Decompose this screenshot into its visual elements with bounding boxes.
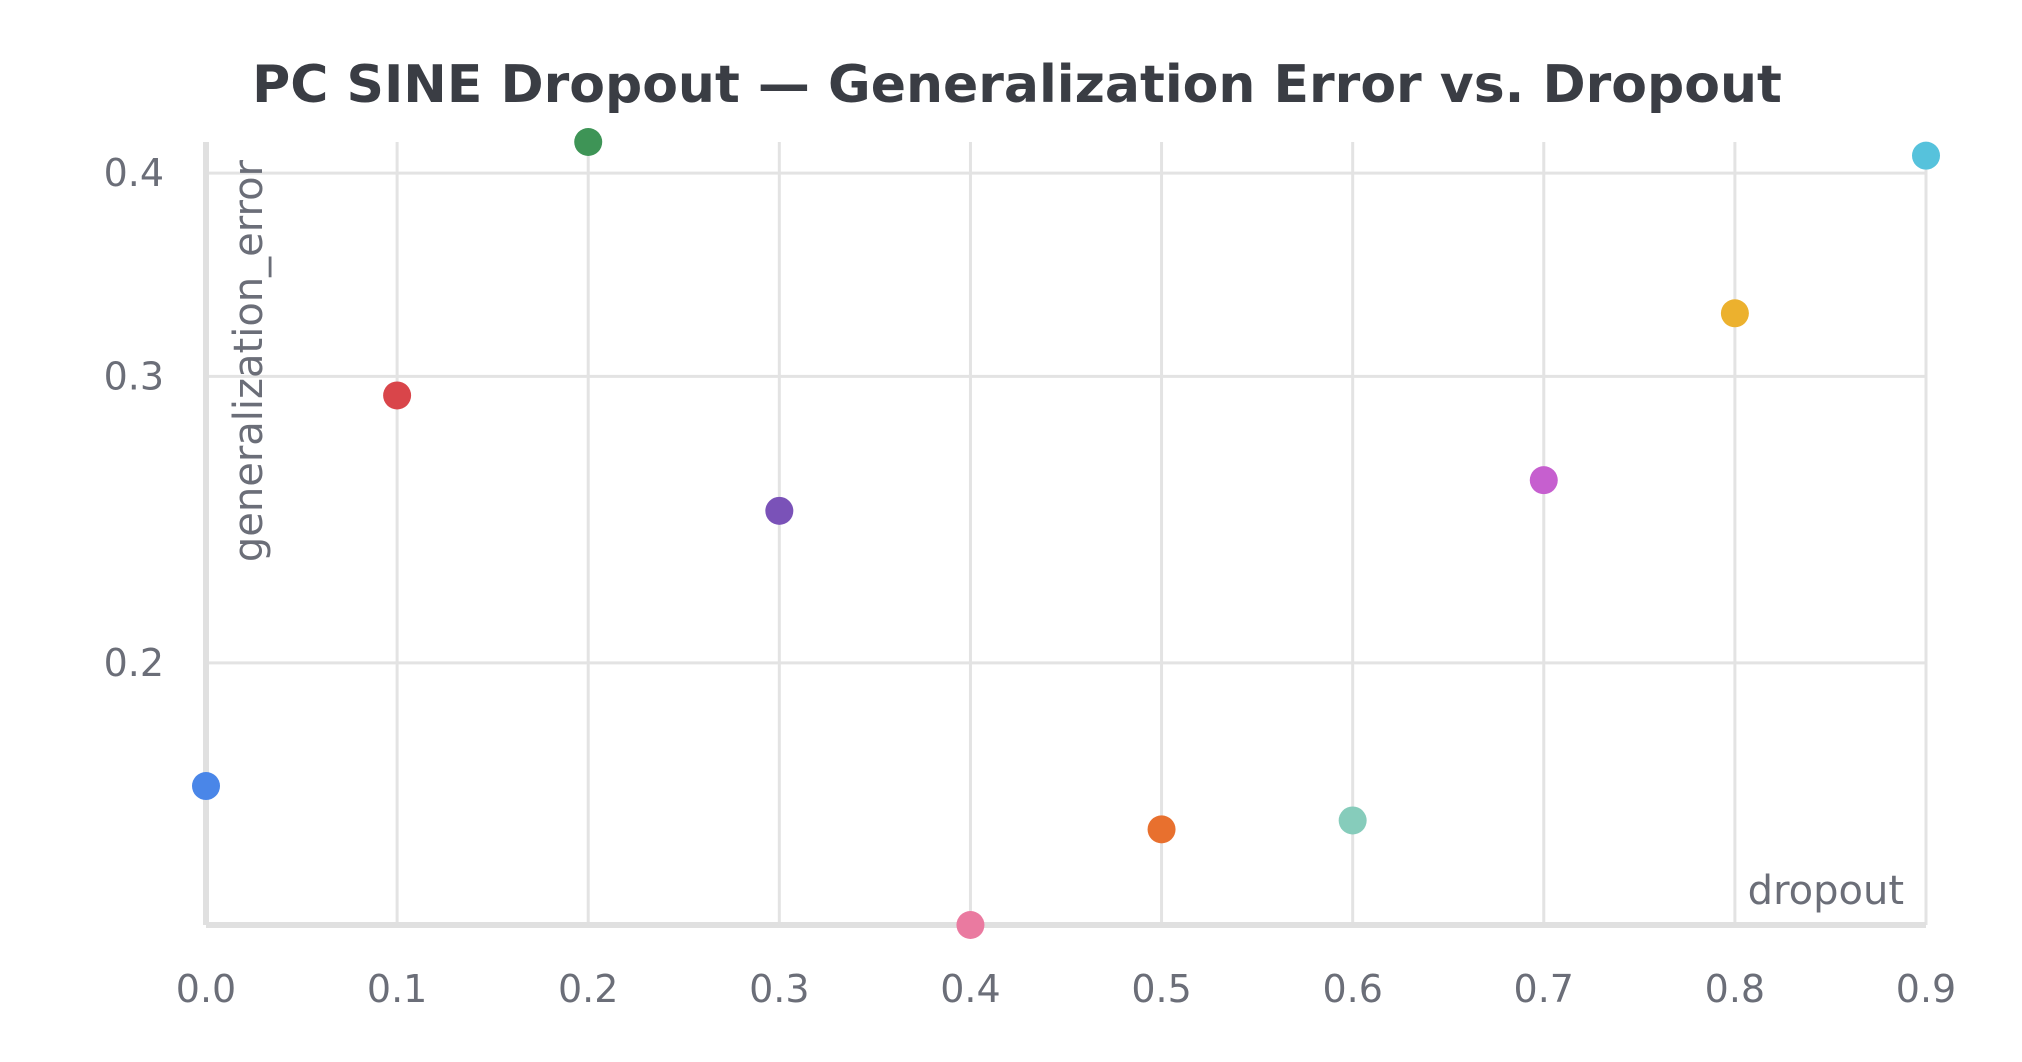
x-axis-label: dropout: [1748, 868, 1904, 914]
x-tick-label: 0.5: [1131, 967, 1191, 1011]
y-axis-label: generalization_error: [226, 159, 272, 562]
axis-layer: [203, 142, 1926, 928]
data-point: [765, 496, 794, 525]
grid-layer: [204, 142, 1928, 925]
x-tick-label: 0.2: [558, 967, 618, 1011]
x-tick-label: 0.3: [749, 967, 809, 1011]
data-point: [1720, 299, 1749, 328]
tick-layer: 0.0 0.1 0.2 0.3 0.4 0.5 0.6 0.7 0.8 0.9 0.2 0.3 0.4: [104, 151, 1957, 1011]
x-tick-label: 0.4: [940, 967, 1000, 1011]
data-point: [1338, 806, 1367, 835]
x-tick-label: 0.9: [1896, 967, 1956, 1011]
y-tick-label: 0.3: [104, 354, 164, 398]
x-tick-label: 0.7: [1514, 967, 1574, 1011]
x-tick-label: 0.6: [1322, 967, 1382, 1011]
data-point: [574, 128, 603, 156]
x-tick-label: 0.8: [1705, 967, 1765, 1011]
x-tick-label: 0.0: [176, 967, 236, 1011]
data-point: [1529, 466, 1558, 495]
data-point: [192, 772, 220, 801]
x-tick-label: 0.1: [367, 967, 427, 1011]
data-point: [383, 381, 412, 410]
y-tick-label: 0.4: [104, 151, 164, 195]
data-point: [956, 911, 985, 939]
points-layer: [192, 128, 1940, 939]
data-point: [1912, 141, 1940, 170]
chart-title: PC SINE Dropout — Generalization Error v…: [252, 55, 1782, 115]
y-tick-label: 0.2: [104, 641, 164, 685]
data-point: [1147, 815, 1176, 844]
